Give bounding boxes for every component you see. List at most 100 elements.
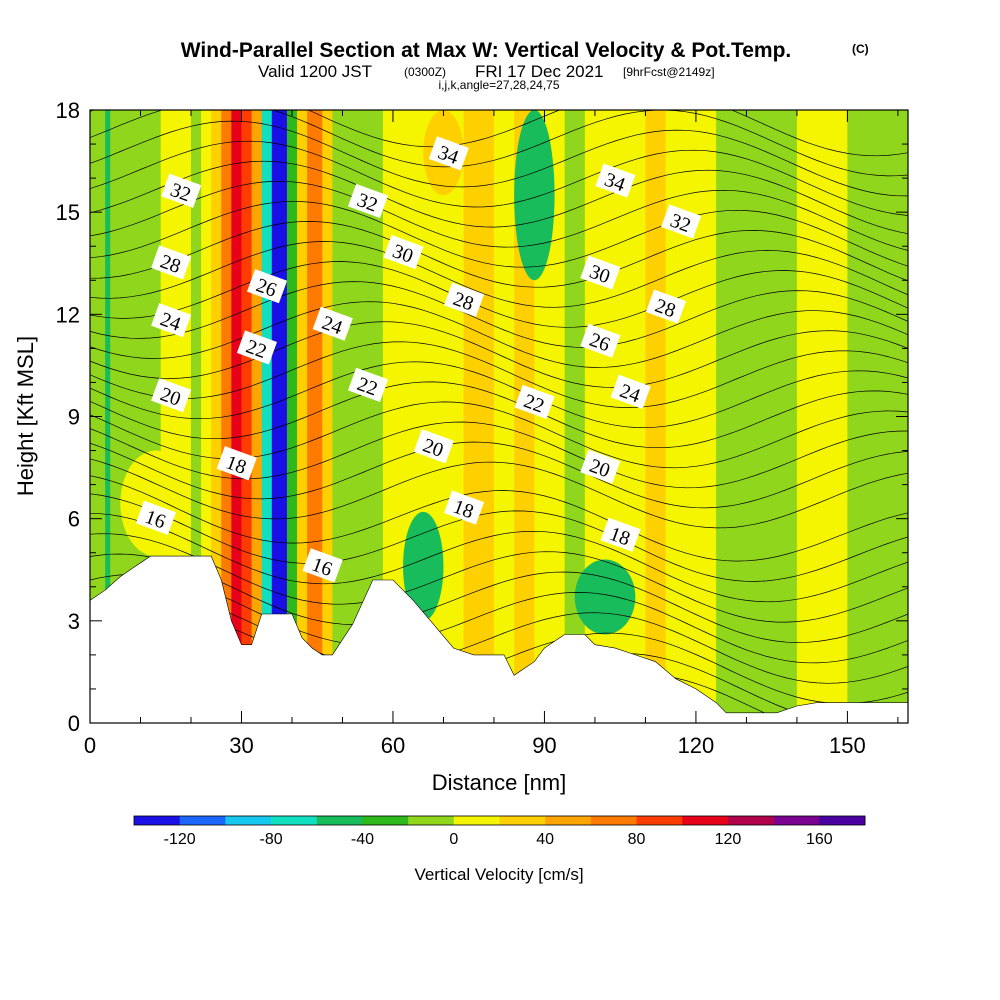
x-tick-label: 60 xyxy=(381,733,405,758)
colorbar-tick-label: 120 xyxy=(715,831,742,848)
y-tick-label: 9 xyxy=(68,405,80,430)
colorbar-tick-label: -40 xyxy=(351,831,374,848)
velocity-column xyxy=(286,110,298,723)
x-axis-label: Distance [nm] xyxy=(432,770,567,795)
theta-contour xyxy=(90,553,908,643)
theta-contour xyxy=(90,321,908,388)
velocity-column xyxy=(201,110,212,723)
velocity-column xyxy=(796,110,848,723)
theta-label: 28 xyxy=(443,282,485,317)
theta-contour xyxy=(90,120,908,197)
theta-label: 18 xyxy=(216,446,257,481)
colorbar-swatch xyxy=(773,816,820,825)
colorbar-swatch xyxy=(408,816,455,825)
theta-contour xyxy=(90,110,908,157)
velocity-column xyxy=(564,110,586,723)
theta-label: 34 xyxy=(595,163,636,198)
velocity-column xyxy=(443,110,465,723)
velocity-column xyxy=(241,110,253,723)
colorbar-swatch xyxy=(362,816,409,825)
theta-contour xyxy=(90,110,908,177)
velocity-column xyxy=(322,110,333,723)
colorbar-swatch xyxy=(179,816,226,825)
colorbar-frame xyxy=(133,815,866,826)
subtitle-valid: Valid 1200 JST xyxy=(258,62,372,81)
theta-contour xyxy=(90,140,908,216)
colorbar-swatch xyxy=(453,816,500,825)
theta-label: 20 xyxy=(151,378,192,413)
theta-contour xyxy=(90,421,908,489)
x-tick-label: 0 xyxy=(84,733,96,758)
colorbar-swatch xyxy=(636,816,683,825)
theta-contour xyxy=(90,261,908,328)
theta-contour xyxy=(90,381,908,449)
subtitle-zulu: (0300Z) xyxy=(404,65,446,79)
colorbar-swatch xyxy=(727,816,775,825)
velocity-patch xyxy=(514,110,555,281)
x-tick-label: 90 xyxy=(532,733,556,758)
theta-contour xyxy=(90,221,908,288)
colorbar-tick-label: 160 xyxy=(806,831,833,848)
theta-contour xyxy=(90,441,908,509)
colorbar-label: Vertical Velocity [cm/s] xyxy=(414,865,583,884)
colorbar-tick-label: 0 xyxy=(449,831,458,848)
velocity-column xyxy=(261,110,273,723)
theta-contour xyxy=(90,361,908,429)
terrain xyxy=(90,555,908,723)
theta-label: 28 xyxy=(151,245,192,280)
theta-contour xyxy=(90,301,908,368)
x-tick-label: 150 xyxy=(829,733,866,758)
theta-contour xyxy=(90,180,908,251)
x-tick-label: 30 xyxy=(229,733,253,758)
colorbar-swatch xyxy=(499,816,546,825)
theta-contour xyxy=(90,533,908,623)
theta-label: 34 xyxy=(428,136,469,171)
velocity-column xyxy=(231,110,242,723)
velocity-column xyxy=(105,110,111,723)
velocity-column xyxy=(645,110,667,723)
theta-contour xyxy=(90,512,908,603)
chart-title: Wind-Parallel Section at Max W: Vertical… xyxy=(181,39,792,62)
colorbar-swatch xyxy=(225,816,272,825)
y-axis: 0 3 6 9 12 15 18 xyxy=(56,98,908,736)
y-tick-label: 6 xyxy=(68,507,80,532)
velocity-column xyxy=(297,110,308,723)
colorbar-tick-label: 40 xyxy=(536,831,554,848)
theta-contour xyxy=(90,160,908,235)
subtitle-forecast: [9hrFcst@2149z] xyxy=(623,65,715,79)
velocity-column xyxy=(463,110,495,723)
theta-contour xyxy=(90,281,908,348)
theta-label: 20 xyxy=(580,449,621,484)
colorbar-swatch xyxy=(590,816,637,825)
plot-area: 3228242016262218322422163430282018223430… xyxy=(89,109,909,724)
y-tick-label: 18 xyxy=(56,98,80,123)
subtitle-date: FRI 17 Dec 2021 xyxy=(475,62,604,81)
chart-title-mark: (C) xyxy=(852,42,869,56)
colorbar-tick-label: 80 xyxy=(628,831,646,848)
theta-contour xyxy=(90,241,908,308)
colorbar-tick-label: -120 xyxy=(164,831,196,848)
velocity-column xyxy=(716,110,798,723)
y-tick-label: 0 xyxy=(68,711,80,736)
velocity-column xyxy=(493,110,515,723)
vertical-velocity-field xyxy=(90,110,908,723)
y-tick-label: 12 xyxy=(56,302,80,327)
y-tick-label: 15 xyxy=(56,200,80,225)
velocity-patch xyxy=(120,450,191,557)
theta-contour xyxy=(90,493,908,582)
velocity-patch xyxy=(574,559,636,635)
x-tick-label: 120 xyxy=(678,733,715,758)
colorbar-swatch xyxy=(545,816,592,825)
theta-label: 24 xyxy=(610,374,651,409)
colorbar-swatch xyxy=(271,816,318,825)
theta-label: 18 xyxy=(600,517,641,552)
y-tick-label: 3 xyxy=(68,609,80,634)
colorbar-swatch xyxy=(134,816,181,825)
theta-label: 22 xyxy=(514,384,555,420)
colorbar-swatch xyxy=(819,816,866,825)
velocity-column xyxy=(251,110,263,723)
theta-label: 16 xyxy=(135,500,177,535)
velocity-column xyxy=(271,110,288,723)
theta-contour xyxy=(90,341,908,408)
theta-contour xyxy=(90,574,908,664)
